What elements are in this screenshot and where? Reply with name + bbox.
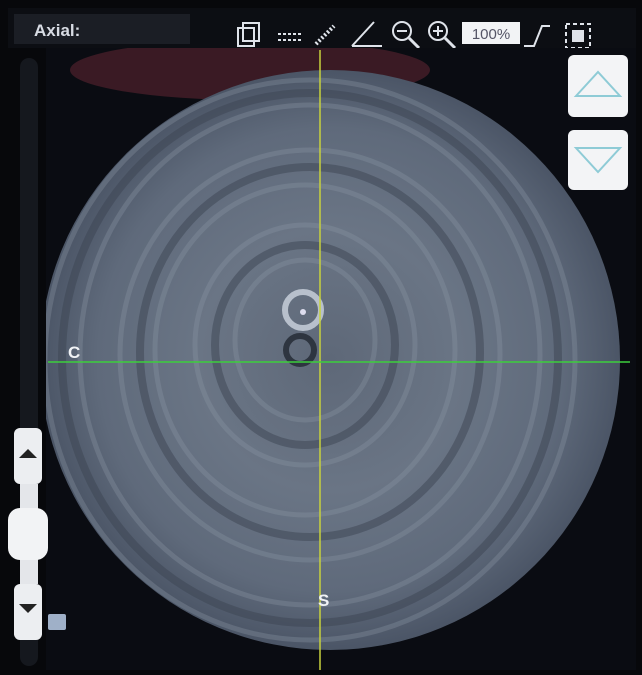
icon-angle[interactable] <box>351 21 382 47</box>
orientation-bottom: S <box>318 591 329 610</box>
icon-measure[interactable] <box>314 24 336 46</box>
slider-down-arrow <box>19 604 37 613</box>
down-arrow <box>573 147 623 174</box>
icon-zoom-in[interactable] <box>428 21 448 41</box>
slider-thumb[interactable] <box>8 508 48 560</box>
zoom-label: 100% <box>472 26 510 43</box>
zoom-box[interactable] <box>462 22 520 44</box>
small-icon[interactable] <box>48 614 66 630</box>
view-title: Axial: <box>34 21 80 40</box>
slice-down-button[interactable] <box>568 130 628 190</box>
up-arrow <box>573 70 623 97</box>
scan <box>46 48 620 650</box>
slider-up-arrow <box>19 449 37 458</box>
title-box <box>14 14 190 44</box>
icon-zoom-out[interactable] <box>392 21 412 41</box>
icon-window[interactable] <box>524 25 550 47</box>
orientation-left: C <box>68 343 80 362</box>
icon-stack[interactable] <box>237 27 255 47</box>
slice-up-button[interactable] <box>568 55 628 117</box>
toolbar-icons <box>237 21 591 50</box>
